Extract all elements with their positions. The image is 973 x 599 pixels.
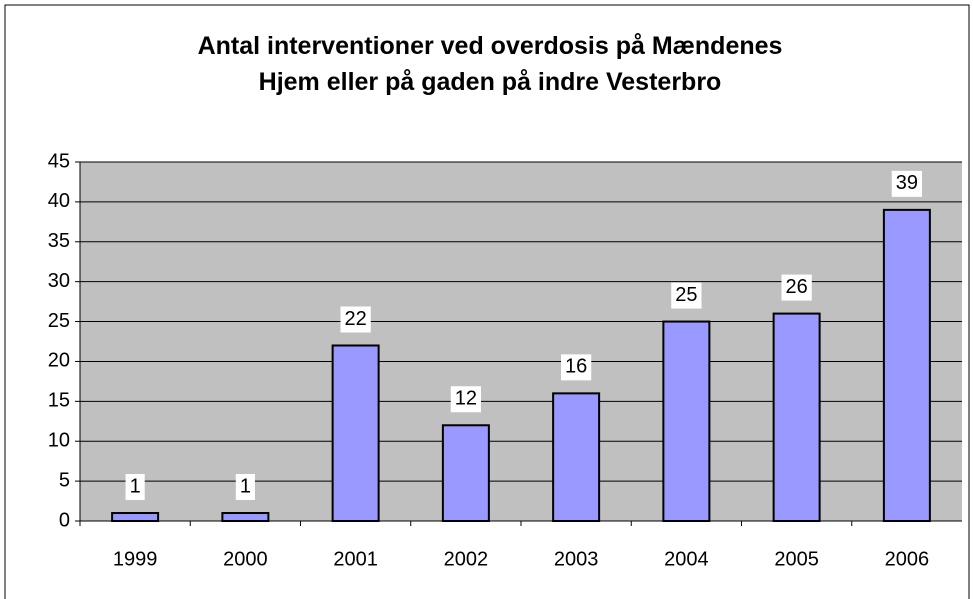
x-tick-label: 2002: [444, 548, 489, 570]
data-label-bg: [125, 474, 145, 501]
x-tick-label: 2001: [333, 548, 378, 570]
data-label-bg: [235, 474, 255, 501]
x-tick-label: 2005: [774, 548, 819, 570]
x-tick-label: 2000: [223, 548, 268, 570]
x-tick-label: 1999: [113, 548, 158, 570]
data-label-bg: [340, 306, 371, 333]
y-tick-label: 30: [48, 270, 70, 292]
bar: [772, 312, 821, 523]
y-tick-label: 35: [48, 230, 70, 252]
y-tick-label: 40: [48, 190, 70, 212]
y-tick-label: 10: [48, 430, 70, 452]
plot-area: [80, 162, 962, 521]
y-tick-label: 15: [48, 390, 70, 412]
y-tick-label: 20: [48, 350, 70, 372]
x-tick-label: 2006: [885, 548, 930, 570]
y-tick-label: 45: [48, 150, 70, 172]
y-tick-label: 25: [48, 310, 70, 332]
data-label: 1: [240, 475, 251, 497]
data-label: 26: [786, 276, 808, 298]
chart-title: Antal interventioner ved overdosis på Mæ…: [197, 32, 783, 96]
y-tick-label: 0: [59, 509, 70, 531]
data-label: 16: [565, 356, 587, 378]
bar: [221, 512, 270, 522]
data-label: 39: [896, 172, 918, 194]
data-label: 25: [675, 284, 697, 306]
bar: [882, 208, 931, 522]
bar: [552, 392, 601, 523]
data-label-bg: [891, 170, 922, 197]
bar: [662, 320, 711, 522]
data-label-bg: [561, 354, 592, 381]
data-label: 1: [130, 475, 141, 497]
x-tick-label: 2003: [554, 548, 599, 570]
data-label-bg: [781, 274, 812, 301]
bar: [111, 512, 160, 522]
y-tick-label: 5: [59, 469, 70, 491]
data-label-bg: [671, 282, 702, 309]
bar: [441, 424, 490, 522]
data-label-bg: [450, 386, 481, 413]
data-label: 12: [455, 388, 477, 410]
bar: [331, 344, 380, 522]
x-tick-label: 2004: [664, 548, 709, 570]
data-label: 22: [345, 308, 367, 330]
